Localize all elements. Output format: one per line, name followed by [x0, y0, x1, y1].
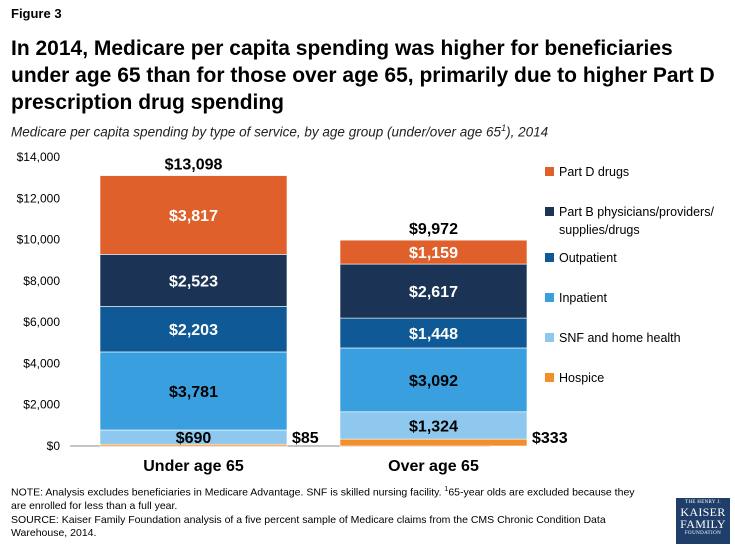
total-label: $13,098 — [165, 157, 223, 174]
note-text: NOTE: Analysis excludes beneficiaries in… — [11, 483, 651, 514]
data-label-outside: $333 — [532, 430, 568, 447]
legend-swatch — [545, 373, 554, 382]
bar-segment — [339, 317, 528, 349]
y-tick-label: $12,000 — [17, 191, 61, 205]
y-tick-label: $4,000 — [23, 356, 60, 370]
note-text-start: NOTE: Analysis excludes beneficiaries in… — [11, 486, 445, 499]
x-tick-label: Under age 65 — [143, 458, 244, 475]
y-tick-label: $6,000 — [23, 315, 60, 329]
legend-swatch — [545, 167, 554, 176]
bar-segment — [339, 411, 528, 440]
data-label: $1,448 — [409, 326, 458, 343]
total-label: $9,972 — [409, 221, 458, 238]
y-tick-label: $8,000 — [23, 274, 60, 288]
stacked-bar-chart: $0 $2,000 $4,000 $6,000 $8,000 $10,000 $12,000… — [17, 150, 715, 475]
note-footnote-mark: 1 — [444, 486, 449, 493]
data-label: $2,523 — [169, 273, 218, 290]
data-label: $3,817 — [169, 208, 218, 225]
legend-label: Inpatient — [559, 291, 607, 305]
bar-segment — [99, 254, 288, 307]
legend-label: Hospice — [559, 371, 604, 385]
bar-segment — [99, 306, 288, 353]
bar-segment — [339, 347, 528, 413]
chart-title: In 2014, Medicare per capita spending wa… — [11, 37, 715, 114]
legend-swatch — [545, 333, 554, 342]
data-label: $1,324 — [409, 418, 458, 435]
subtitle-text: Medicare per capita spending by type of … — [11, 124, 502, 140]
data-label: $1,159 — [409, 245, 458, 262]
subtitle-footnote-mark: 1 — [501, 123, 507, 133]
logo-line-2: KAISER — [680, 505, 726, 519]
subtitle-text-end: ), 2014 — [506, 124, 549, 140]
legend-swatch — [545, 293, 554, 302]
data-label-outside: $85 — [292, 430, 319, 447]
data-label: $2,617 — [409, 284, 458, 301]
legend-label: Part D drugs — [559, 165, 629, 179]
kff-logo: THE HENRY J. KAISER FAMILY FOUNDATION — [676, 498, 730, 544]
legend-label: Outpatient — [559, 251, 617, 265]
bar-segment — [339, 438, 528, 447]
chart-subtitle: Medicare per capita spending by type of … — [11, 123, 726, 140]
footnote: NOTE: Analysis excludes beneficiaries in… — [11, 483, 651, 541]
note-text-end: 65-year olds are excluded because they a… — [11, 486, 635, 513]
bar-segment — [339, 239, 528, 265]
figure-label: Figure 3 — [11, 6, 62, 21]
legend-label: supplies/drugs — [559, 223, 640, 237]
y-tick-label: $14,000 — [17, 150, 61, 164]
y-tick-label: $2,000 — [23, 398, 60, 412]
legend-swatch — [545, 207, 554, 216]
bar-segment — [99, 175, 288, 255]
legend-label: SNF and home health — [559, 331, 681, 345]
source-text: SOURCE: Kaiser Family Foundation analysi… — [11, 513, 606, 540]
logo-line-1: THE HENRY J. — [685, 500, 721, 505]
data-label: $690 — [176, 430, 212, 447]
y-tick-label: $10,000 — [17, 233, 61, 247]
logo-line-3: FAMILY — [680, 517, 726, 531]
legend-label: Part B physicians/providers/ — [559, 205, 714, 219]
data-label: $2,203 — [169, 322, 218, 339]
data-label: $3,781 — [169, 384, 218, 401]
logo-line-4: FOUNDATION — [684, 531, 722, 536]
bar-segment — [99, 351, 288, 431]
y-tick-label: $0 — [47, 439, 61, 453]
bar-segment — [339, 263, 528, 319]
x-tick-label: Over age 65 — [388, 458, 479, 475]
legend-swatch — [545, 253, 554, 262]
data-label: $3,092 — [409, 373, 458, 390]
